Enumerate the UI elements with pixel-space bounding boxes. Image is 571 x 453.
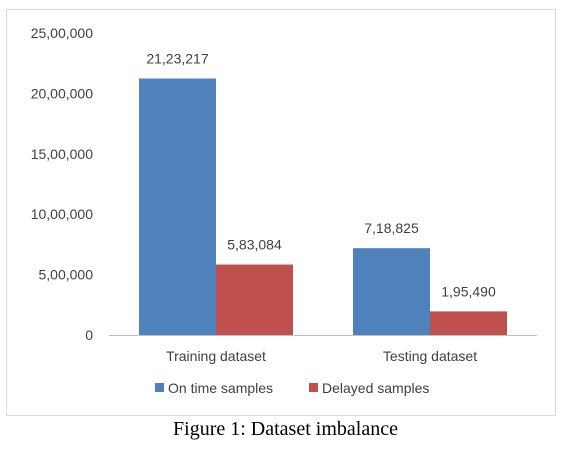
data-label: 21,23,217 [146,51,208,67]
legend-item-on-time-swatch [155,383,164,392]
x-tick-label: Training dataset [166,348,266,364]
y-tick-label: 10,00,000 [31,206,93,222]
legend-item-on-time-label: On time samples [168,380,273,396]
bar-delayed [216,264,293,335]
bar-on-time [139,78,216,336]
data-labels: 21,23,217 5,83,084 7,18,825 1,95,490 [146,51,496,300]
y-tick-label: 5,00,000 [39,267,94,283]
y-tick-label: 20,00,000 [31,85,93,101]
data-label: 5,83,084 [227,237,282,253]
data-label: 1,95,490 [441,283,496,299]
data-label: 7,18,825 [364,220,419,236]
legend-item-delayed-label: Delayed samples [322,380,429,396]
y-tick-label: 15,00,000 [31,146,93,162]
x-tick-label: Testing dataset [383,348,477,364]
chart-frame: 0 5,00,000 10,00,000 15,00,000 20,00,000 25,0… [6,9,556,416]
bar-on-time [353,248,430,335]
legend: On time samples Delayed samples [155,380,429,396]
y-axis-labels: 0 5,00,000 10,00,000 15,00,000 20,00,000 25,0… [31,25,94,343]
bars [139,78,507,336]
legend-item-delayed-swatch [309,383,318,392]
bar-chart: 0 5,00,000 10,00,000 15,00,000 20,00,000 25,0… [31,25,537,396]
x-axis-labels: Training dataset Testing dataset [166,348,477,364]
y-tick-label: 0 [85,327,93,343]
y-tick-label: 25,00,000 [31,25,93,41]
figure-caption: Figure 1: Dataset imbalance [173,418,398,440]
bar-delayed [430,311,507,335]
